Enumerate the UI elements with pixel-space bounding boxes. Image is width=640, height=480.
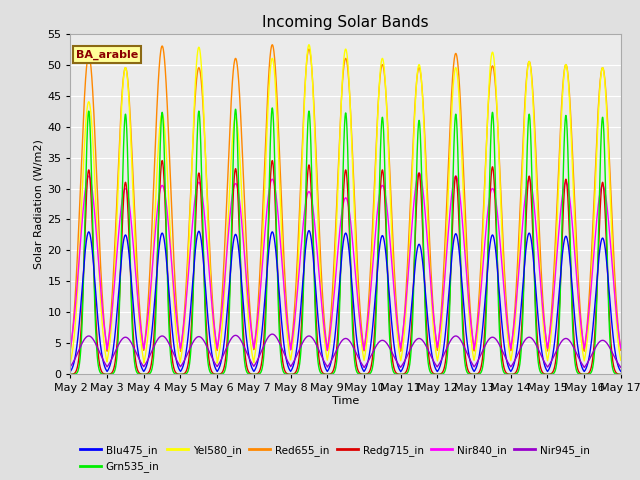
X-axis label: Time: Time bbox=[332, 396, 359, 406]
Y-axis label: Solar Radiation (W/m2): Solar Radiation (W/m2) bbox=[33, 139, 43, 269]
Title: Incoming Solar Bands: Incoming Solar Bands bbox=[262, 15, 429, 30]
Text: BA_arable: BA_arable bbox=[76, 49, 138, 60]
Legend: Blu475_in, Grn535_in, Yel580_in, Red655_in, Redg715_in, Nir840_in, Nir945_in: Blu475_in, Grn535_in, Yel580_in, Red655_… bbox=[76, 441, 595, 476]
